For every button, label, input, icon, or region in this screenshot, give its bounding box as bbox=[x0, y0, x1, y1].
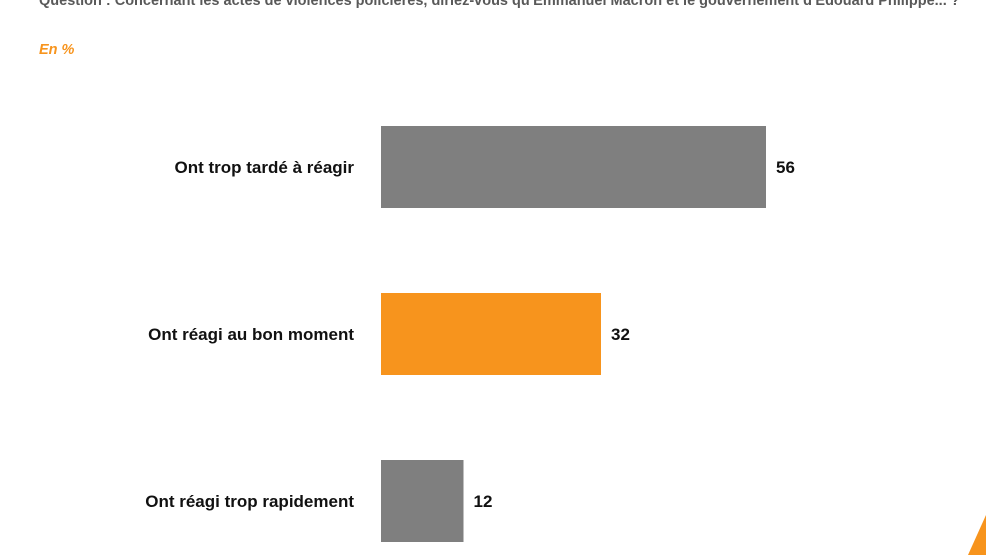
value-label-1: 56 bbox=[776, 158, 795, 177]
category-label-2: Ont réagi au bon moment bbox=[148, 325, 354, 344]
value-label-2: 32 bbox=[611, 325, 630, 344]
unit-label: En % bbox=[39, 42, 75, 58]
value-label-3: 12 bbox=[474, 492, 493, 511]
category-label-1: Ont trop tardé à réagir bbox=[175, 158, 355, 177]
brand-corner-shape bbox=[968, 515, 986, 555]
category-label-3: Ont réagi trop rapidement bbox=[145, 492, 354, 511]
bar-2 bbox=[381, 293, 601, 375]
question-text: Question : Concernant les actes de viole… bbox=[39, 0, 960, 9]
bar-3 bbox=[381, 460, 464, 542]
bar-1 bbox=[381, 126, 766, 208]
